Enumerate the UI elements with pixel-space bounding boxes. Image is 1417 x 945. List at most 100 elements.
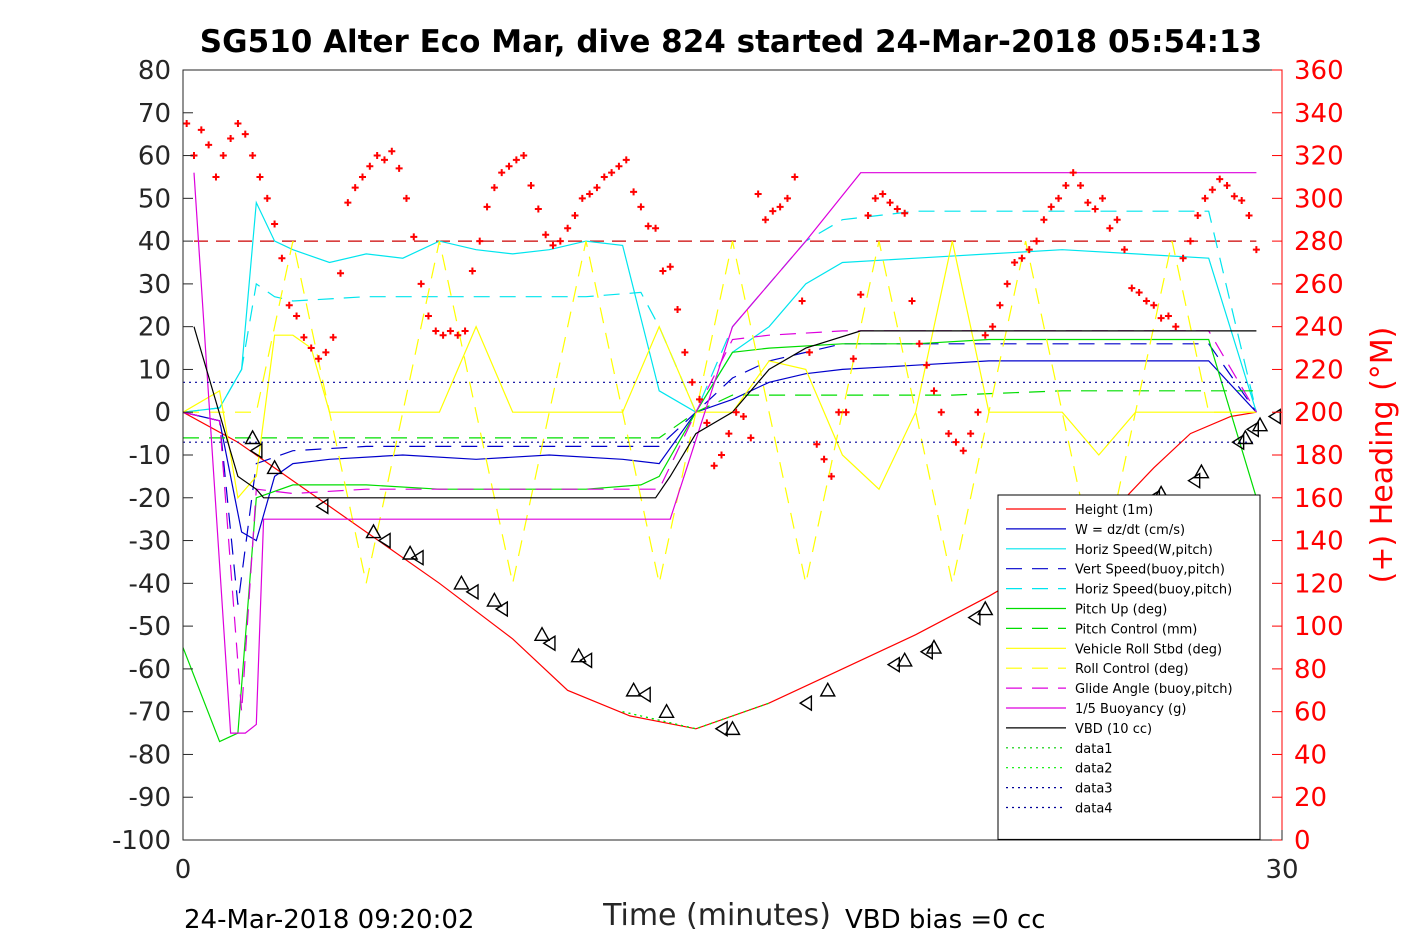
heading-point — [1150, 301, 1158, 309]
triangle-marker — [377, 532, 391, 549]
heading-point — [424, 312, 432, 320]
heading-point — [615, 162, 623, 170]
y2-tick-label: 40 — [1294, 740, 1327, 770]
heading-point — [337, 269, 345, 277]
heading-point — [864, 211, 872, 219]
heading-point — [1128, 284, 1136, 292]
heading-point — [974, 408, 982, 416]
y-tick-label: -90 — [129, 783, 171, 813]
heading-point — [1157, 314, 1165, 322]
y-tick-label: -80 — [129, 740, 171, 770]
triangle-marker — [1267, 408, 1281, 425]
heading-point — [1135, 288, 1143, 296]
heading-point — [322, 348, 330, 356]
triangle-marker — [724, 720, 741, 736]
series-line-4 — [183, 343, 1257, 605]
heading-point — [967, 430, 975, 438]
heading-point — [241, 130, 249, 138]
heading-point — [512, 156, 520, 164]
heading-point — [542, 231, 550, 239]
triangle-marker — [365, 523, 382, 539]
y-tick-label: -40 — [129, 569, 171, 599]
heading-point — [307, 344, 315, 352]
series-line-6 — [183, 338, 1257, 743]
heading-point — [366, 162, 374, 170]
heading-point — [344, 199, 352, 207]
y2-tick-label: 180 — [1294, 441, 1344, 471]
heading-point — [996, 301, 1004, 309]
heading-point — [959, 447, 967, 455]
heading-point — [461, 327, 469, 335]
heading-point — [329, 333, 337, 341]
series-line-1 — [183, 411, 1257, 730]
heading-point — [710, 462, 718, 470]
heading-point — [534, 205, 542, 213]
legend-entry: Roll Control (deg) — [1075, 662, 1189, 677]
heading-point — [732, 408, 740, 416]
legend-entry: data4 — [1075, 802, 1113, 817]
triangle-marker — [410, 549, 424, 566]
heading-point — [688, 378, 696, 386]
heading-point — [498, 169, 506, 177]
legend-entry: data1 — [1075, 742, 1113, 757]
heading-point — [608, 169, 616, 177]
heading-point — [1238, 196, 1246, 204]
heading-point — [505, 162, 513, 170]
triangle-marker — [819, 681, 836, 697]
triangle-marker — [494, 600, 509, 618]
heading-point — [681, 348, 689, 356]
y-tick-label: 30 — [138, 270, 171, 300]
heading-point — [989, 323, 997, 331]
heading-point — [1099, 194, 1106, 202]
triangle-marker — [798, 694, 813, 712]
legend-entry: Glide Angle (buoy,pitch) — [1075, 682, 1233, 697]
heading-point — [1208, 186, 1216, 194]
y2-tick-label: 120 — [1294, 569, 1344, 599]
legend-box — [997, 494, 1261, 840]
heading-point — [952, 438, 960, 446]
triangle-marker — [453, 574, 470, 590]
y2-tick-label: 360 — [1294, 56, 1344, 86]
heading-point — [747, 434, 755, 442]
heading-point — [1252, 246, 1260, 254]
heading-point — [754, 190, 762, 198]
heading-point — [945, 430, 953, 438]
triangle-marker — [625, 681, 642, 697]
series-line-9 — [183, 240, 1257, 584]
heading-point — [359, 173, 367, 181]
series-line-12 — [193, 326, 1257, 499]
heading-point — [227, 134, 235, 142]
triangle-marker — [886, 656, 900, 673]
y-tick-label: 10 — [138, 355, 171, 385]
y-tick-label: -50 — [129, 612, 171, 642]
heading-point — [212, 173, 220, 181]
heading-point — [278, 254, 286, 262]
legend: Height (1m) W = dz/dt (cm/s) Horiz Speed(W… — [997, 494, 1261, 840]
y2-tick-label: 200 — [1294, 398, 1344, 428]
y-tick-label: -20 — [129, 484, 171, 514]
triangle-marker — [919, 643, 933, 661]
heading-point — [1172, 323, 1180, 331]
heading-point — [1084, 199, 1092, 207]
y2-tick-label: 160 — [1294, 484, 1344, 514]
heading-point — [417, 280, 425, 288]
heading-point — [197, 126, 205, 134]
series-line-11 — [193, 172, 1257, 734]
heading-point — [637, 203, 645, 211]
heading-point — [659, 267, 667, 275]
triangle-marker — [249, 442, 263, 459]
heading-point — [219, 152, 227, 160]
y2-tick-label: 100 — [1294, 612, 1344, 642]
y-tick-label: 70 — [138, 99, 171, 129]
plot-area — [183, 119, 1281, 743]
heading-point — [666, 263, 674, 271]
heading-point — [593, 184, 601, 192]
heading-point — [783, 194, 791, 202]
heading-point — [835, 408, 843, 416]
legend-entry: 1/5 Buoyancy (g) — [1075, 702, 1186, 717]
legend-entry: data2 — [1075, 762, 1113, 777]
legend-entry: Horiz Speed(W,pitch) — [1075, 543, 1213, 558]
heading-point — [644, 222, 652, 230]
heading-point — [571, 211, 579, 219]
heading-point — [1055, 194, 1063, 202]
